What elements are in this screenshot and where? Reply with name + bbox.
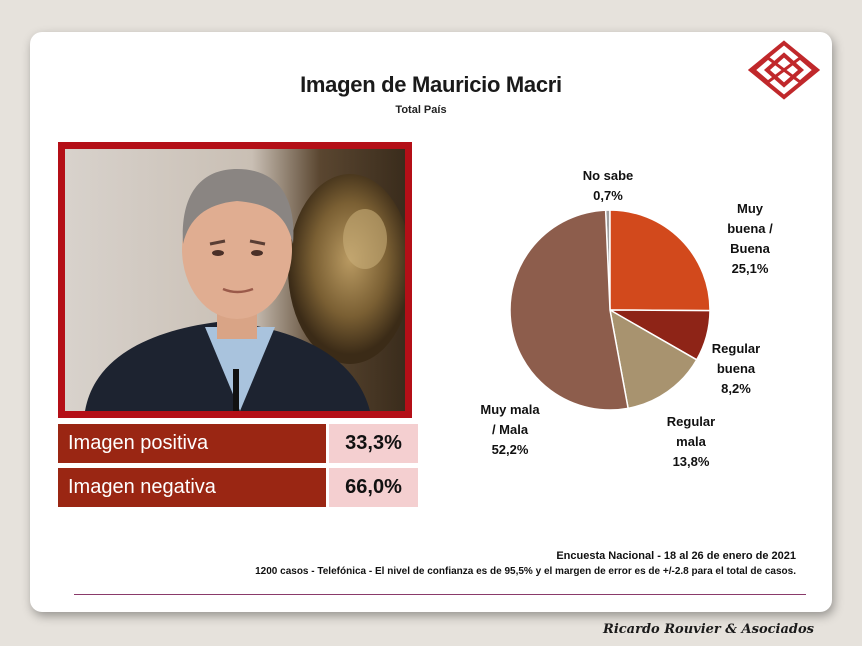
positive-image-value: 33,3% <box>326 424 418 466</box>
pie-slice-label: Muy buena / Buena 25,1% <box>727 201 773 276</box>
negative-image-row: Imagen negativa 66,0% <box>58 468 418 510</box>
positive-image-row: Imagen positiva 33,3% <box>58 424 418 466</box>
pie-slice-label: Regular mala 13,8% <box>667 414 715 469</box>
negative-image-label: Imagen negativa <box>58 468 326 510</box>
pie-slice-label: Muy mala / Mala 52,2% <box>480 402 540 457</box>
page-subtitle: Total País <box>395 104 447 116</box>
pie-slice-label: Regular buena 8,2% <box>712 341 760 396</box>
brand-name: Ricardo Rouvier & Asociados <box>603 622 814 637</box>
negative-image-value: 66,0% <box>326 468 418 510</box>
portrait-photo <box>65 149 405 411</box>
image-pie-chart: No sabe 0,7% Muy buena / Buena 25,1% Regular bu… <box>480 168 773 469</box>
pie-slice-label: No sabe 0,7% <box>583 168 634 203</box>
company-logo-icon <box>748 40 820 100</box>
pie-slice <box>509 209 629 411</box>
footer-divider <box>74 594 806 595</box>
positive-image-label: Imagen positiva <box>58 424 326 466</box>
pie-slice <box>609 209 711 312</box>
pie-slice <box>608 308 698 410</box>
page-title: Imagen de Mauricio Macri <box>300 72 562 97</box>
source-line-2: 1200 casos - Telefónica - El nivel de co… <box>255 566 796 577</box>
source-line-1: Encuesta Nacional - 18 al 26 de enero de… <box>556 550 796 562</box>
portrait-frame <box>58 142 412 418</box>
